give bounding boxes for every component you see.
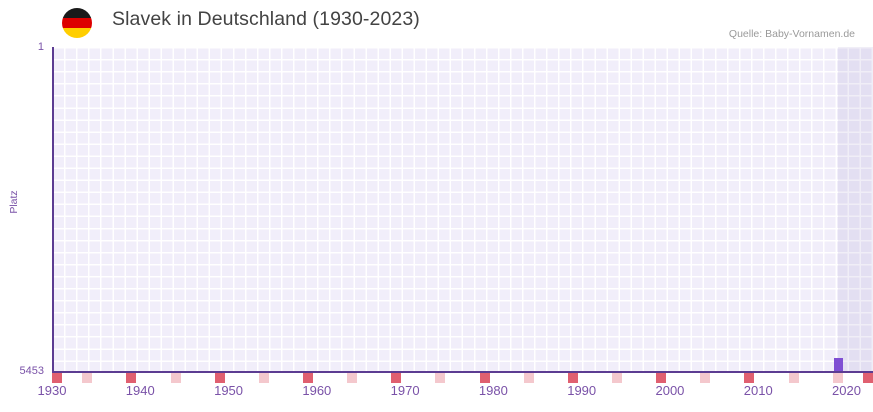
x-tick-label: 1970 xyxy=(390,383,420,398)
flag-band-gold xyxy=(62,28,92,38)
germany-flag-icon xyxy=(62,8,92,38)
x-tick-label: 1930 xyxy=(37,383,67,398)
y-tick-bottom: 5453 xyxy=(19,365,44,377)
flag-band-red xyxy=(62,18,92,28)
x-tick-label: 2010 xyxy=(743,383,773,398)
y-axis-labels: 1 5453 Platz xyxy=(0,0,48,412)
plot-area xyxy=(52,47,873,372)
x-tick-label: 2020 xyxy=(832,383,861,398)
axis-marker xyxy=(170,373,181,383)
x-tick-label: 1990 xyxy=(567,383,597,398)
axis-marker xyxy=(126,373,137,383)
axis-marker xyxy=(435,373,446,383)
page-title: Slavek in Deutschland (1930-2023) xyxy=(112,8,420,30)
data-bar[interactable] xyxy=(833,358,843,372)
axis-marker xyxy=(391,373,402,383)
axis-marker xyxy=(523,373,534,383)
axis-marker xyxy=(303,373,313,383)
axis-marker xyxy=(52,373,62,383)
y-tick-top: 1 xyxy=(37,41,44,53)
plot-band-recent xyxy=(837,47,873,372)
axis-marker xyxy=(567,373,578,383)
axis-marker xyxy=(832,373,843,383)
x-tick-label: 1940 xyxy=(125,383,155,398)
y-axis-line xyxy=(52,47,54,373)
x-tick-label: 1980 xyxy=(478,383,508,398)
source-attribution: Quelle: Baby-Vornamen.de xyxy=(728,28,855,40)
axis-marker xyxy=(744,373,755,383)
x-tick-label: 2000 xyxy=(655,383,685,398)
axis-marker xyxy=(863,373,873,383)
flag-band-black xyxy=(62,8,92,18)
axis-marker xyxy=(656,373,667,383)
x-tick-label: 1950 xyxy=(214,383,244,398)
x-axis-line xyxy=(52,371,873,373)
axis-marker xyxy=(700,373,711,383)
axis-marker xyxy=(788,373,799,383)
x-tick-label: 1960 xyxy=(302,383,332,398)
chart-header: Slavek in Deutschland (1930-2023) Quelle… xyxy=(0,0,873,44)
axis-marker xyxy=(611,373,622,383)
axis-marker xyxy=(258,373,269,383)
axis-marker xyxy=(479,373,490,383)
y-axis-title: Platz xyxy=(8,190,20,214)
axis-marker xyxy=(214,373,225,383)
axis-marker xyxy=(347,373,358,383)
axis-marker xyxy=(82,373,93,383)
